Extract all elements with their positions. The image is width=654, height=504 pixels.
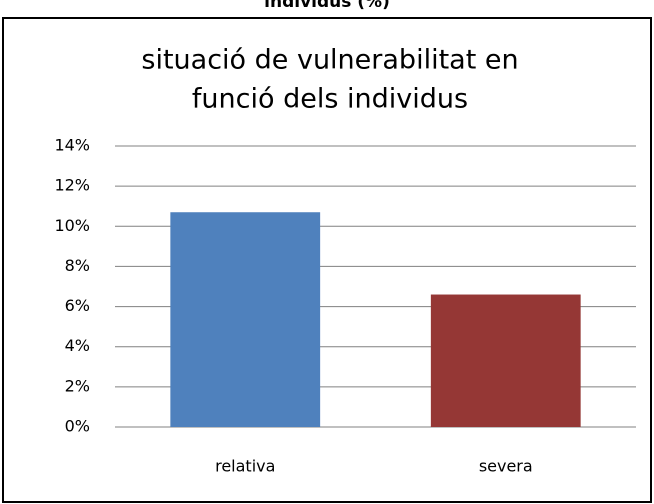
- y-tick-label: 2%: [65, 376, 90, 395]
- x-tick-label: relativa: [215, 457, 275, 476]
- bar: [430, 294, 581, 427]
- y-tick-label: 14%: [54, 136, 90, 155]
- y-tick-label: 4%: [65, 336, 90, 355]
- bar: [170, 212, 321, 427]
- x-tick-label: severa: [479, 457, 533, 476]
- y-tick-label: 12%: [54, 176, 90, 195]
- caption: individus (%): [264, 0, 390, 12]
- y-tick-label: 0%: [65, 417, 90, 436]
- y-tick-label: 6%: [65, 296, 90, 315]
- y-tick-label: 8%: [65, 256, 90, 275]
- chart-title: situació de vulnerabilitat en: [141, 45, 518, 76]
- y-tick-label: 10%: [54, 216, 90, 235]
- chart-title: funció dels individus: [192, 84, 468, 115]
